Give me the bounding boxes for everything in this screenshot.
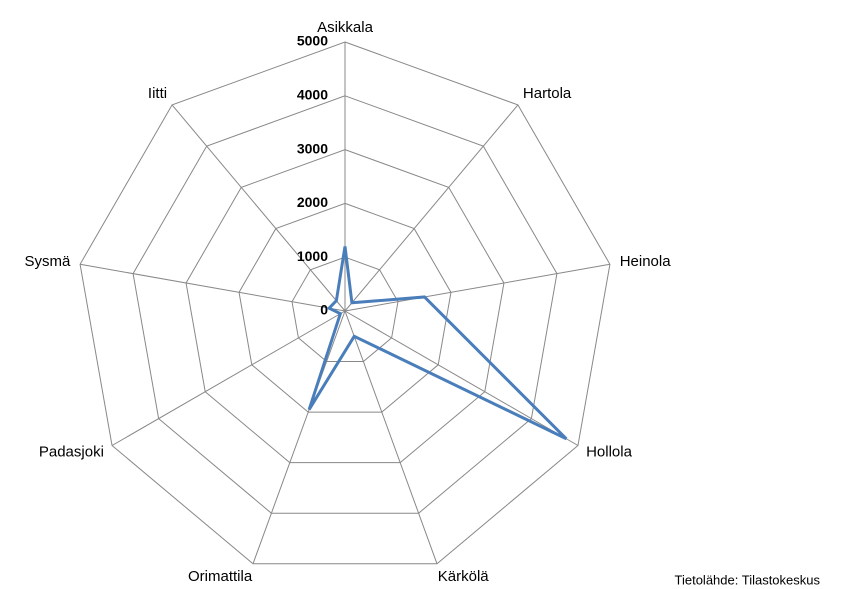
category-label: Asikkala — [317, 19, 374, 36]
category-label: Orimattila — [188, 568, 253, 585]
tick-label: 0 — [320, 302, 328, 318]
grid-ring — [132, 95, 558, 514]
category-label: Kärkölä — [438, 568, 490, 585]
spoke — [344, 263, 611, 312]
grid-ring — [185, 149, 505, 464]
spoke — [111, 310, 346, 446]
category-label: Heinola — [620, 253, 672, 270]
category-label: Sysmä — [24, 253, 71, 270]
tick-label: 1000 — [297, 248, 328, 264]
tick-label: 3000 — [297, 140, 328, 156]
spoke — [344, 310, 438, 564]
spoke — [252, 310, 346, 564]
tick-label: 4000 — [297, 87, 328, 103]
source-note: Tietolähde: Tilastokeskus — [675, 572, 821, 587]
spoke — [344, 310, 579, 446]
spoke — [171, 104, 346, 312]
spoke — [344, 104, 519, 312]
tick-label: 5000 — [297, 33, 328, 49]
tick-label: 2000 — [297, 194, 328, 210]
category-label: Padasjoki — [39, 443, 104, 460]
spoke — [79, 263, 346, 312]
grid-ring — [291, 256, 399, 363]
grid-ring — [238, 202, 452, 413]
grid-ring — [79, 41, 611, 565]
data-line — [307, 246, 568, 441]
category-label: Hollola — [586, 443, 633, 460]
category-label: Hartola — [523, 85, 572, 102]
category-label: Iitti — [148, 85, 167, 102]
